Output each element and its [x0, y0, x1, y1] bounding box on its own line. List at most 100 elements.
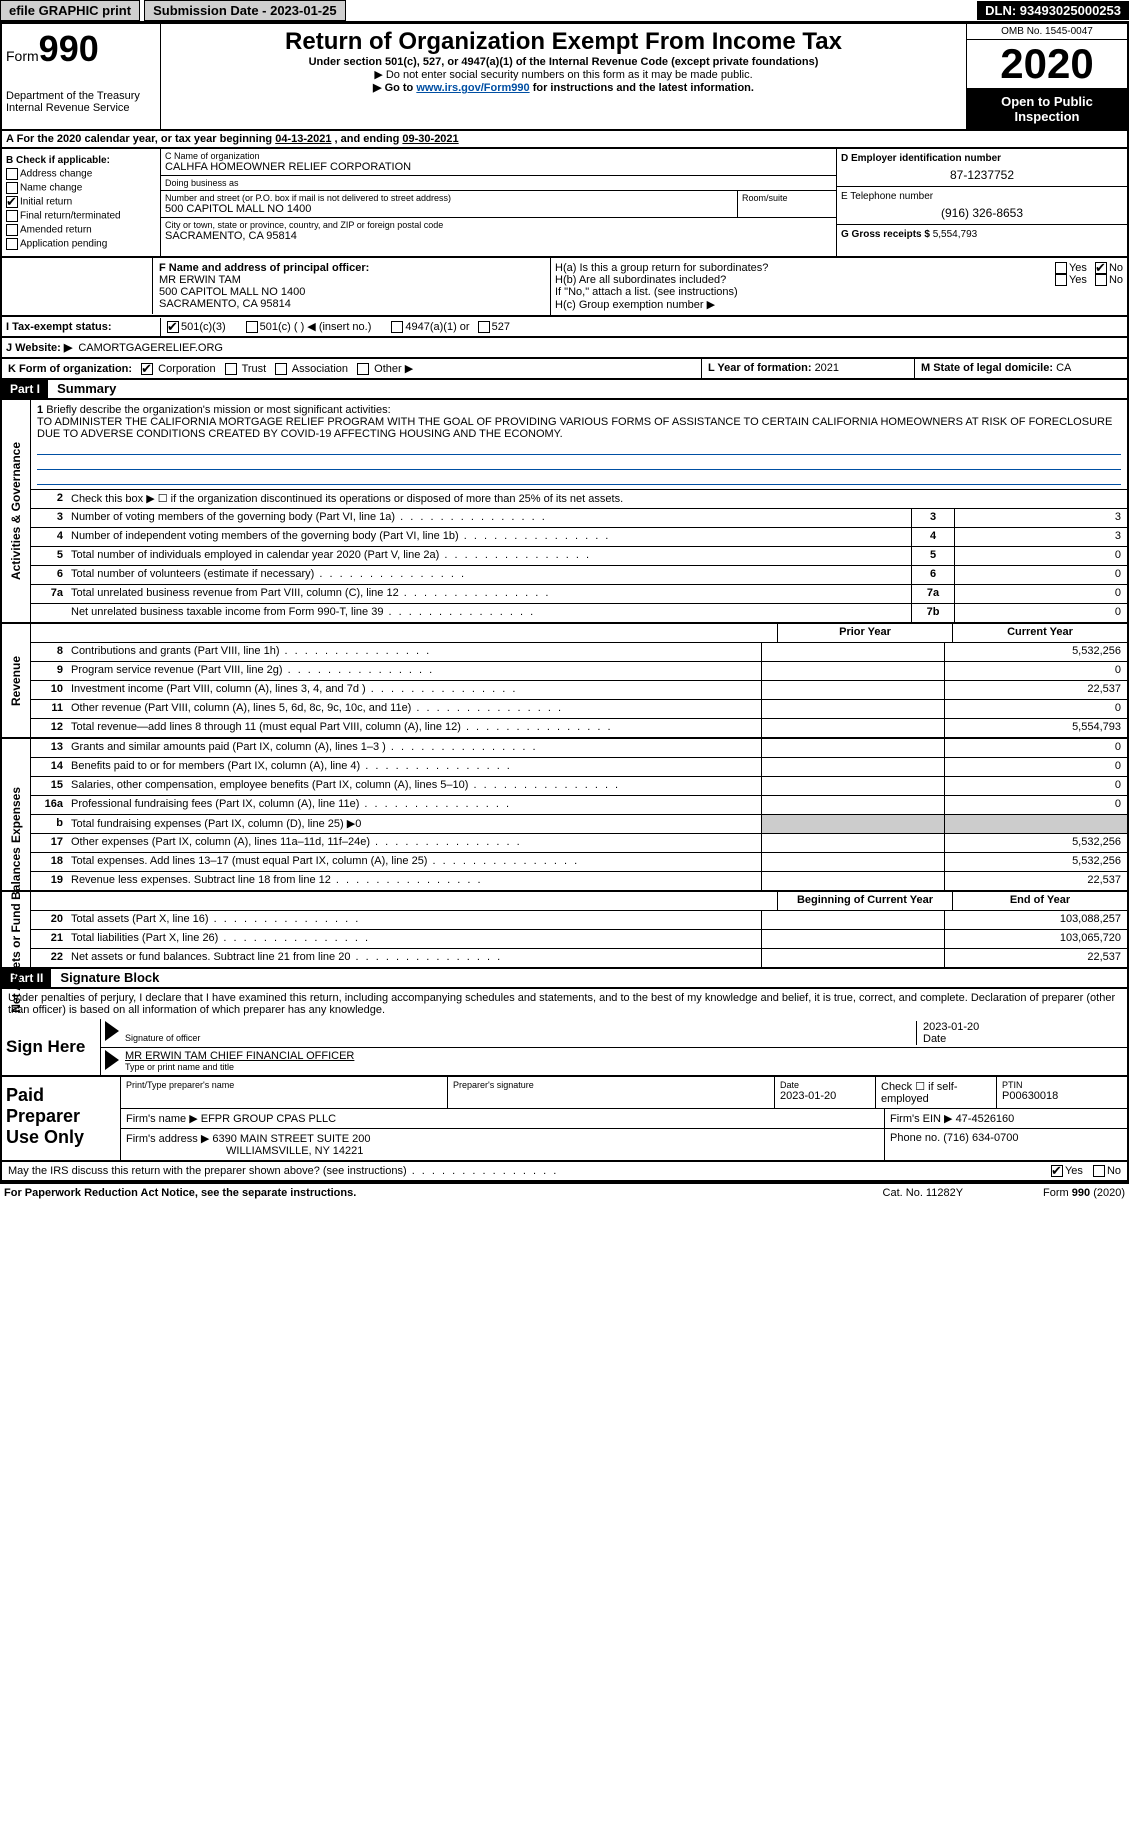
chk-527[interactable] — [478, 321, 490, 333]
line-text: Grants and similar amounts paid (Part IX… — [67, 739, 761, 757]
part1-title: Summary — [57, 381, 116, 396]
city-label: City or town, state or province, country… — [165, 220, 832, 230]
room-label: Room/suite — [742, 193, 832, 203]
line-text: Total fundraising expenses (Part IX, col… — [67, 815, 761, 833]
line-cy: 5,532,256 — [944, 853, 1127, 871]
line-box: 5 — [911, 547, 954, 565]
mission-text: TO ADMINISTER THE CALIFORNIA MORTGAGE RE… — [37, 416, 1112, 440]
line-cy: 0 — [944, 739, 1127, 757]
type-name-label: Type or print name and title — [125, 1062, 1123, 1072]
chk-trust[interactable] — [225, 363, 237, 375]
subtitle-2: ▶ Do not enter social security numbers o… — [165, 68, 962, 81]
chk-hb-no[interactable] — [1095, 274, 1107, 286]
line-box: 4 — [911, 528, 954, 546]
chk-amended[interactable] — [6, 224, 18, 236]
ein-value: 87-1237752 — [841, 168, 1123, 182]
main-title: Return of Organization Exempt From Incom… — [165, 28, 962, 56]
dba-label: Doing business as — [165, 178, 832, 188]
line-py — [761, 872, 944, 890]
line-value: 0 — [954, 566, 1127, 584]
chk-501c3[interactable] — [167, 321, 179, 333]
chk-may-no[interactable] — [1093, 1165, 1105, 1177]
line-py — [761, 796, 944, 814]
chk-corp[interactable] — [141, 363, 153, 375]
ptin-label: PTIN — [1002, 1080, 1122, 1090]
firm-ein: 47-4526160 — [956, 1113, 1015, 1125]
line-cy: 103,065,720 — [944, 930, 1127, 948]
gross-receipts-label: G Gross receipts $ — [841, 229, 933, 240]
line-box: 7a — [911, 585, 954, 603]
line-num: 18 — [31, 853, 67, 871]
line-num: 11 — [31, 700, 67, 718]
line-text: Other revenue (Part VIII, column (A), li… — [67, 700, 761, 718]
chk-ha-yes[interactable] — [1055, 262, 1067, 274]
line-text: Net unrelated business taxable income fr… — [67, 604, 911, 622]
line-text: Total revenue—add lines 8 through 11 (mu… — [67, 719, 761, 737]
firm-ein-label: Firm's EIN ▶ — [890, 1113, 953, 1125]
hb-label: H(b) Are all subordinates included? — [555, 274, 1055, 286]
city-value: SACRAMENTO, CA 95814 — [165, 230, 832, 242]
chk-app-pending[interactable] — [6, 238, 18, 250]
line-num: 14 — [31, 758, 67, 776]
firm-name-label: Firm's name ▶ — [126, 1113, 198, 1125]
line-py — [761, 777, 944, 795]
line-num: 4 — [31, 528, 67, 546]
chk-name-change[interactable] — [6, 182, 18, 194]
line-num: 12 — [31, 719, 67, 737]
chk-4947[interactable] — [391, 321, 403, 333]
pra-notice: For Paperwork Reduction Act Notice, see … — [4, 1187, 883, 1199]
chk-may-yes[interactable] — [1051, 1165, 1063, 1177]
line-num: 9 — [31, 662, 67, 680]
row-l-label: L Year of formation: — [708, 362, 815, 374]
chk-addr-change[interactable] — [6, 168, 18, 180]
chk-501c[interactable] — [246, 321, 258, 333]
chk-hb-yes[interactable] — [1055, 274, 1067, 286]
line-cy: 22,537 — [944, 681, 1127, 699]
line-py — [761, 911, 944, 929]
firm-phone-label: Phone no. — [890, 1132, 943, 1144]
arrow-icon — [105, 1021, 119, 1041]
line-cy: 5,554,793 — [944, 719, 1127, 737]
line-py — [761, 719, 944, 737]
org-name: CALHFA HOMEOWNER RELIEF CORPORATION — [165, 161, 832, 173]
hdr-end-year: End of Year — [952, 892, 1127, 910]
line-text: Professional fundraising fees (Part IX, … — [67, 796, 761, 814]
line-num: 3 — [31, 509, 67, 527]
header-right-block: OMB No. 1545-0047 2020 Open to Public In… — [966, 24, 1127, 129]
line-text: Program service revenue (Part VIII, line… — [67, 662, 761, 680]
line-cy: 0 — [944, 700, 1127, 718]
line-text: Salaries, other compensation, employee b… — [67, 777, 761, 795]
line-text: Total liabilities (Part X, line 26) — [67, 930, 761, 948]
ptin-value: P00630018 — [1002, 1090, 1058, 1102]
line-num: 22 — [31, 949, 67, 967]
line-py — [761, 700, 944, 718]
line-text: Net assets or fund balances. Subtract li… — [67, 949, 761, 967]
line1-label: Briefly describe the organization's miss… — [46, 404, 390, 416]
prep-date: 2023-01-20 — [780, 1090, 836, 1102]
line-num: 21 — [31, 930, 67, 948]
line-cy: 0 — [944, 777, 1127, 795]
line-py — [761, 930, 944, 948]
line-num: 6 — [31, 566, 67, 584]
chk-final-return[interactable] — [6, 210, 18, 222]
instructions-link[interactable]: www.irs.gov/Form990 — [416, 82, 529, 94]
line-cy — [944, 815, 1127, 833]
chk-initial-return[interactable] — [6, 196, 18, 208]
chk-assoc[interactable] — [275, 363, 287, 375]
arrow-icon — [105, 1050, 119, 1070]
part2-title: Signature Block — [60, 970, 159, 985]
section-h: H(a) Is this a group return for subordin… — [551, 258, 1127, 315]
chk-ha-no[interactable] — [1095, 262, 1107, 274]
line-num: 7a — [31, 585, 67, 603]
website-value: CAMORTGAGERELIEF.ORG — [78, 342, 223, 354]
side-label-ag: Activities & Governance — [2, 400, 31, 622]
line-py — [761, 834, 944, 852]
line-box: 6 — [911, 566, 954, 584]
hdr-begin-year: Beginning of Current Year — [777, 892, 952, 910]
hc-label: H(c) Group exemption number ▶ — [555, 298, 1123, 311]
state-domicile: CA — [1056, 362, 1071, 374]
chk-other[interactable] — [357, 363, 369, 375]
officer-addr2: SACRAMENTO, CA 95814 — [159, 298, 291, 310]
line-text: Total assets (Part X, line 16) — [67, 911, 761, 929]
line-text: Contributions and grants (Part VIII, lin… — [67, 643, 761, 661]
